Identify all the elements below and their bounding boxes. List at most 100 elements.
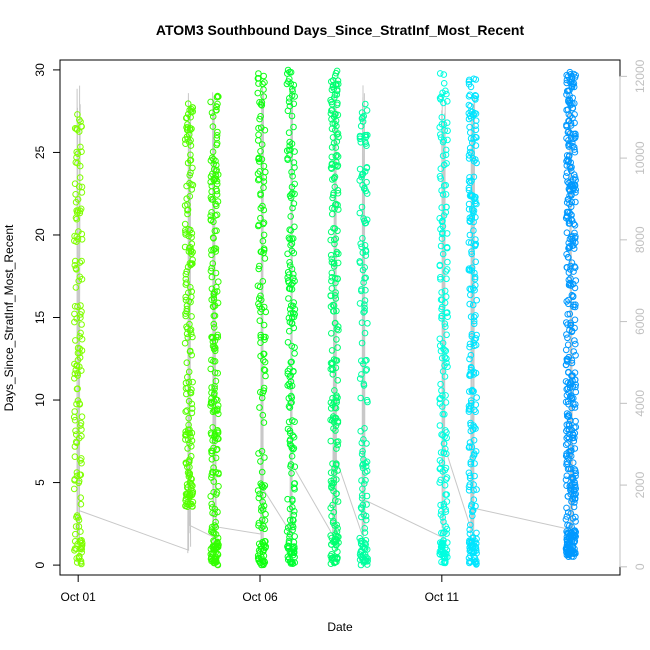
data-point — [327, 560, 335, 568]
data-point — [570, 171, 578, 178]
data-point — [358, 477, 365, 484]
data-point — [358, 492, 366, 499]
data-point — [78, 367, 85, 374]
data-point — [360, 309, 367, 316]
data-point — [335, 206, 342, 213]
data-point — [327, 292, 335, 300]
data-point — [468, 239, 475, 246]
data-point — [260, 557, 268, 565]
data-point — [442, 554, 449, 562]
data-point — [258, 248, 265, 255]
x-tick-label: Oct 06 — [242, 590, 278, 604]
data-point — [436, 422, 444, 429]
data-point — [439, 339, 447, 347]
data-point — [467, 460, 475, 468]
data-point — [466, 148, 474, 156]
data-point — [468, 248, 475, 255]
data-point — [257, 480, 265, 488]
data-point — [183, 124, 190, 131]
data-point — [563, 71, 571, 79]
data-point — [440, 99, 447, 107]
data-point — [569, 548, 576, 556]
data-point — [260, 93, 268, 100]
data-point — [471, 95, 478, 102]
data-point — [287, 194, 295, 202]
data-point — [327, 469, 335, 477]
data-point — [466, 144, 474, 152]
data-point — [468, 250, 476, 258]
data-point — [332, 394, 340, 401]
data-point — [569, 238, 577, 245]
data-point — [571, 264, 579, 272]
data-point — [469, 388, 477, 395]
data-point — [260, 366, 268, 373]
data-point — [72, 438, 80, 446]
data-point — [563, 427, 570, 435]
data-point — [472, 199, 479, 207]
data-point — [329, 519, 337, 527]
data-point — [564, 509, 572, 516]
data-point — [258, 468, 266, 476]
data-point — [188, 313, 195, 320]
data-point — [442, 146, 450, 154]
data-point — [363, 440, 370, 447]
data-point — [568, 404, 576, 412]
data-point — [444, 363, 451, 371]
data-point — [565, 411, 573, 419]
data-point — [287, 310, 295, 317]
data-point — [208, 273, 216, 281]
data-point — [73, 512, 81, 519]
data-point — [328, 551, 335, 558]
data-point — [438, 187, 445, 194]
data-point — [441, 362, 448, 369]
data-point — [72, 523, 80, 530]
data-point — [256, 168, 264, 175]
data-point — [288, 342, 296, 350]
data-point — [255, 70, 262, 77]
data-point — [333, 307, 340, 315]
data-point — [290, 200, 298, 207]
data-point — [74, 150, 82, 157]
data-point — [438, 114, 446, 121]
data-point — [333, 336, 340, 343]
data-point — [184, 159, 192, 167]
data-point — [567, 486, 575, 494]
data-point — [288, 286, 296, 293]
data-point — [572, 186, 580, 193]
data-point — [285, 234, 293, 242]
data-point — [257, 559, 264, 567]
data-point — [362, 367, 370, 374]
data-point — [291, 463, 299, 471]
data-point — [328, 269, 336, 277]
data-point — [71, 237, 78, 245]
data-point — [438, 312, 445, 320]
data-point — [213, 191, 221, 198]
data-point — [186, 193, 194, 200]
data-point — [472, 312, 479, 319]
data-point — [570, 130, 578, 138]
data-point — [333, 445, 340, 452]
y2-tick-label: 12000 — [633, 59, 647, 93]
data-point — [260, 219, 268, 226]
data-point — [211, 227, 219, 235]
data-point — [289, 504, 296, 511]
data-point — [211, 369, 219, 377]
data-point — [286, 427, 294, 435]
data-point — [182, 408, 189, 415]
data-point — [442, 347, 450, 355]
data-point — [361, 297, 369, 304]
data-point — [571, 445, 579, 452]
data-point — [327, 164, 335, 172]
data-point — [357, 122, 365, 130]
data-point — [78, 321, 85, 328]
data-point — [260, 86, 267, 93]
data-point — [212, 549, 219, 556]
data-point — [566, 451, 573, 459]
data-point — [332, 200, 340, 208]
data-point — [444, 258, 451, 266]
data-point — [207, 398, 215, 406]
data-point — [437, 242, 445, 250]
data-point — [331, 320, 339, 327]
data-point — [357, 394, 365, 402]
